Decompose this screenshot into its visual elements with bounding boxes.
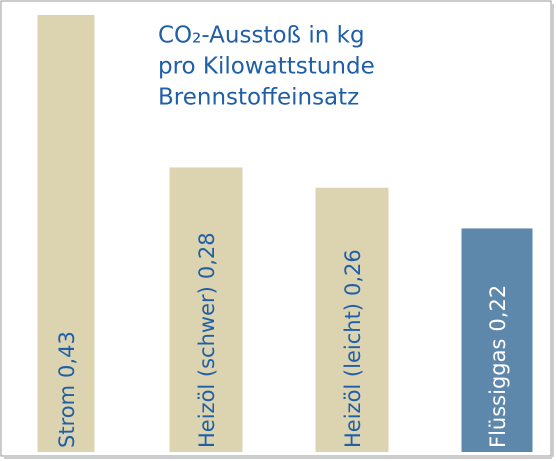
chart-title: pro Kilowattstunde [158,54,375,80]
category-label: Flüssiggas [486,339,510,448]
value-label: 0,22 [486,285,510,332]
bar [37,15,95,452]
chart-title: Brennstoffeinsatz [158,85,359,111]
category-label: Heizöl (leicht) [341,303,365,448]
bar [461,228,533,452]
bar [169,167,243,452]
category-label: Heizöl (schwer) [195,286,219,448]
value-label: 0,26 [341,249,365,296]
chart-title: CO₂-Ausstoß in kg [158,23,365,49]
bar-label: Flüssiggas 0,22 [486,285,510,448]
bar [315,187,389,452]
category-label: Strom [55,385,79,448]
value-label: 0,43 [55,331,79,378]
bar-label: Heizöl (schwer) 0,28 [195,232,219,448]
bar-label: Heizöl (leicht) 0,26 [341,249,365,448]
bar-label: Strom 0,43 [55,331,79,448]
value-label: 0,28 [195,232,219,279]
